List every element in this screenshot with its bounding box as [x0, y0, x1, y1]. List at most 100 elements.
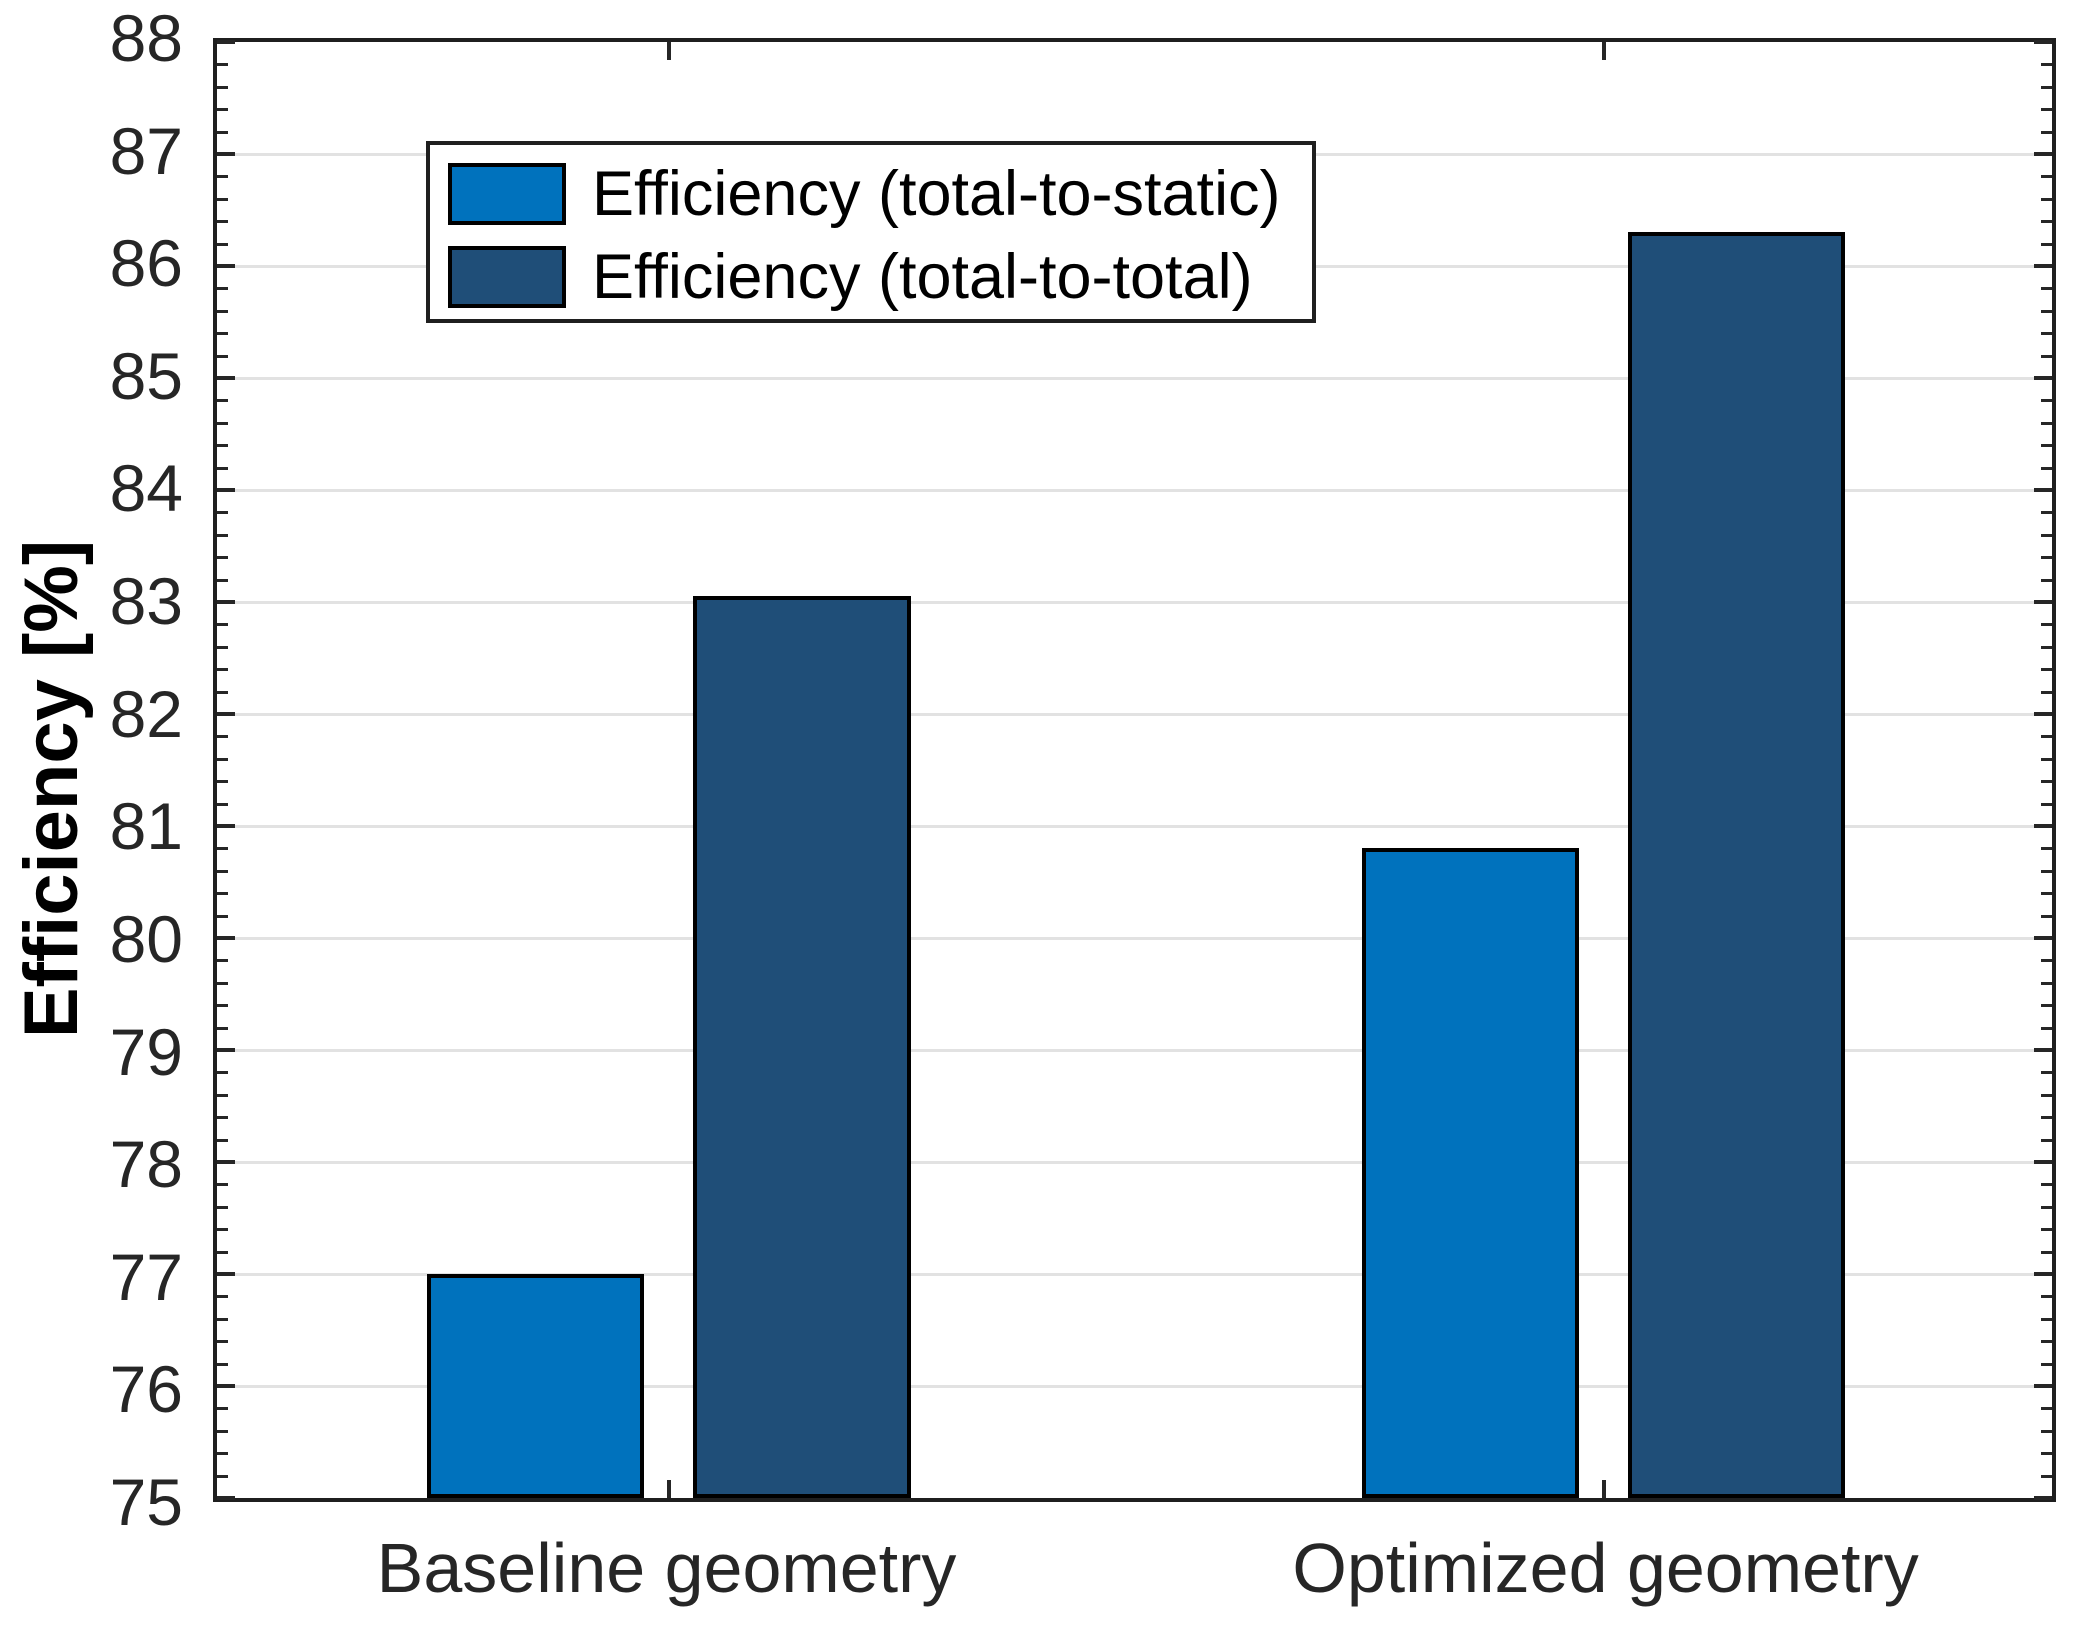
- y-minor-tick: [2041, 1340, 2052, 1344]
- y-minor-tick: [217, 1340, 228, 1344]
- y-minor-tick: [2041, 690, 2052, 694]
- y-minor-tick: [2041, 1407, 2052, 1411]
- gridline: [217, 1161, 2052, 1164]
- y-tick-label: 78: [109, 1127, 183, 1202]
- gridline: [217, 1385, 2052, 1388]
- y-major-tick: [217, 263, 235, 268]
- y-minor-tick: [2041, 981, 2052, 985]
- y-major-tick: [2034, 1272, 2052, 1276]
- y-minor-tick: [217, 1205, 228, 1209]
- y-major-tick: [2034, 600, 2052, 604]
- y-major-tick: [2034, 40, 2052, 44]
- y-minor-tick: [217, 242, 228, 246]
- y-minor-tick: [2041, 1116, 2052, 1120]
- y-major-tick: [2034, 487, 2052, 492]
- y-minor-tick: [2041, 399, 2052, 403]
- y-minor-tick: [2041, 1295, 2052, 1299]
- y-minor-tick: [217, 556, 228, 560]
- x-tick: [1601, 1480, 1606, 1498]
- y-major-tick: [217, 712, 235, 716]
- y-minor-tick: [2041, 1026, 2052, 1030]
- y-major-tick: [2034, 712, 2052, 716]
- y-minor-tick: [217, 869, 228, 873]
- y-minor-tick: [217, 623, 228, 627]
- y-minor-tick: [2041, 1071, 2052, 1075]
- y-minor-tick: [217, 175, 228, 179]
- y-minor-tick: [2041, 847, 2052, 851]
- y-major-tick: [217, 40, 235, 44]
- y-minor-tick: [2041, 802, 2052, 806]
- y-major-tick: [217, 1047, 235, 1052]
- y-minor-tick: [2041, 668, 2052, 672]
- y-minor-tick: [217, 108, 228, 112]
- gridline: [217, 713, 2052, 716]
- y-major-tick: [2034, 1047, 2052, 1052]
- gridline: [217, 936, 2052, 940]
- y-minor-tick: [2041, 757, 2052, 761]
- y-minor-tick: [217, 287, 228, 291]
- y-minor-tick: [2041, 1183, 2052, 1187]
- gridline: [217, 377, 2052, 380]
- y-major-tick: [217, 1496, 235, 1500]
- y-minor-tick: [2041, 623, 2052, 627]
- y-minor-tick: [217, 63, 228, 67]
- x-category-label: Baseline geometry: [376, 1529, 957, 1607]
- y-minor-tick: [217, 1093, 228, 1097]
- y-minor-tick: [2041, 175, 2052, 179]
- y-minor-tick: [2041, 63, 2052, 67]
- y-minor-tick: [217, 332, 228, 336]
- y-minor-tick: [2041, 914, 2052, 918]
- y-minor-tick: [217, 421, 228, 425]
- y-minor-tick: [217, 668, 228, 672]
- y-minor-tick: [2041, 1138, 2052, 1142]
- y-minor-tick: [217, 645, 228, 649]
- y-tick-label: 81: [109, 789, 183, 864]
- gridline: [217, 1273, 2052, 1276]
- y-tick-label: 75: [109, 1465, 183, 1539]
- y-major-tick: [2034, 1496, 2052, 1500]
- y-minor-tick: [217, 1295, 228, 1299]
- y-minor-tick: [2041, 1205, 2052, 1209]
- y-major-tick: [2034, 376, 2052, 380]
- gridline: [217, 488, 2052, 492]
- y-minor-tick: [2041, 1317, 2052, 1321]
- y-major-tick: [217, 935, 235, 940]
- y-tick-label: 79: [109, 1014, 183, 1089]
- y-minor-tick: [2041, 556, 2052, 560]
- y-tick-label: 85: [109, 338, 183, 413]
- y-minor-tick: [217, 1407, 228, 1411]
- y-major-tick: [2034, 1384, 2052, 1388]
- y-minor-tick: [2041, 444, 2052, 448]
- y-minor-tick: [217, 1429, 228, 1433]
- legend-item: Efficiency (total-to-static): [448, 158, 1281, 229]
- y-minor-tick: [2041, 533, 2052, 537]
- y-minor-tick: [2041, 869, 2052, 873]
- y-minor-tick: [217, 533, 228, 537]
- y-minor-tick: [2041, 1452, 2052, 1456]
- y-minor-tick: [2041, 130, 2052, 134]
- y-tick-label: 77: [109, 1239, 183, 1314]
- legend-label: Efficiency (total-to-static): [592, 158, 1281, 229]
- y-minor-tick: [217, 399, 228, 403]
- y-major-tick: [2034, 263, 2052, 268]
- y-minor-tick: [217, 1183, 228, 1187]
- y-minor-tick: [2041, 332, 2052, 336]
- y-major-tick: [2034, 151, 2052, 156]
- y-minor-tick: [217, 1250, 228, 1254]
- y-minor-tick: [217, 444, 228, 448]
- y-minor-tick: [217, 466, 228, 470]
- y-minor-tick: [2041, 1093, 2052, 1097]
- legend-item: Efficiency (total-to-total): [448, 245, 1253, 308]
- y-minor-tick: [2041, 645, 2052, 649]
- y-minor-tick: [217, 690, 228, 694]
- plot-area: Efficiency (total-to-static) Efficiency (…: [213, 38, 2056, 1502]
- y-minor-tick: [2041, 780, 2052, 784]
- y-minor-tick: [217, 1026, 228, 1030]
- y-minor-tick: [2041, 421, 2052, 425]
- y-major-tick: [217, 600, 235, 604]
- y-major-tick: [2034, 823, 2052, 828]
- y-minor-tick: [2041, 959, 2052, 963]
- y-minor-tick: [2041, 578, 2052, 582]
- x-tick: [666, 42, 671, 60]
